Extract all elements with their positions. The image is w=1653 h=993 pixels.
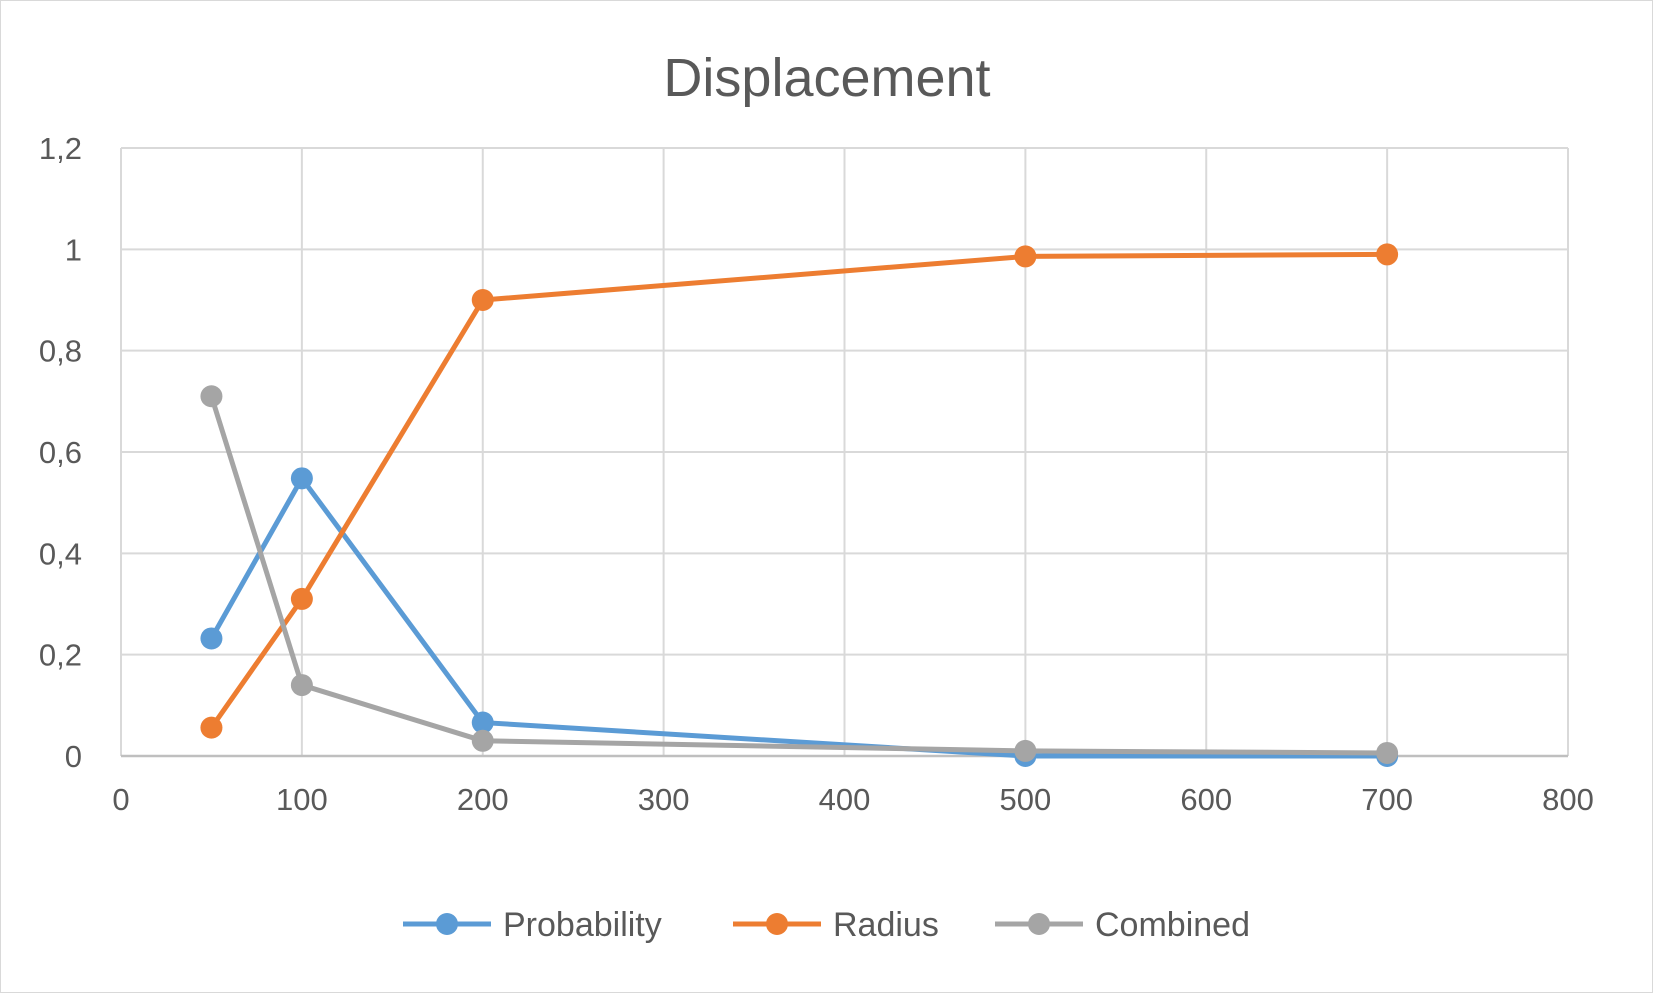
data-point-combined xyxy=(471,729,494,752)
y-tick-label: 0,6 xyxy=(39,435,82,470)
x-tick-label: 200 xyxy=(457,782,509,817)
y-tick-label: 1 xyxy=(65,232,82,267)
legend-item-probability: Probability xyxy=(403,906,662,944)
x-tick-label: 600 xyxy=(1180,782,1232,817)
x-tick-label: 400 xyxy=(819,782,871,817)
legend-item-combined: Combined xyxy=(995,906,1250,944)
y-tick-label: 0,4 xyxy=(39,536,82,571)
y-tick-label: 1,2 xyxy=(39,131,82,166)
x-tick-label: 800 xyxy=(1542,782,1594,817)
data-point-radius xyxy=(1014,245,1037,268)
x-axis-ticks: 0 100 200 300 400 500 600 700 800 xyxy=(112,782,1593,817)
data-point-combined xyxy=(1014,739,1037,762)
x-tick-label: 500 xyxy=(1000,782,1052,817)
series-line-probability xyxy=(208,475,1390,759)
gridlines xyxy=(120,147,1569,758)
data-point-radius xyxy=(290,587,313,610)
legend-label: Probability xyxy=(503,906,662,944)
data-point-probability xyxy=(200,627,223,650)
series-combined xyxy=(200,385,1399,764)
data-point-combined xyxy=(290,674,313,697)
x-tick-label: 0 xyxy=(112,782,129,817)
x-tick-label: 100 xyxy=(276,782,328,817)
data-point-radius xyxy=(1376,243,1399,266)
series-line-combined xyxy=(208,393,1390,756)
series-line-radius xyxy=(208,251,1390,731)
series-layer xyxy=(200,243,1399,767)
data-point-probability xyxy=(471,711,494,734)
data-point-radius xyxy=(471,289,494,311)
x-tick-label: 700 xyxy=(1361,782,1413,817)
y-tick-label: 0,8 xyxy=(39,334,82,369)
data-point-radius xyxy=(200,716,223,739)
data-point-probability xyxy=(290,467,313,490)
chart-title: Displacement xyxy=(663,48,990,108)
legend-swatch-marker xyxy=(1028,913,1050,935)
legend-item-radius: Radius xyxy=(733,906,939,944)
legend: Probability Radius Combined xyxy=(403,906,1250,944)
legend-label: Radius xyxy=(833,906,939,944)
series-radius xyxy=(200,243,1399,739)
data-point-combined xyxy=(1376,741,1399,764)
y-axis-ticks: 0 0,2 0,4 0,6 0,8 1 1,2 xyxy=(39,131,82,774)
data-point-combined xyxy=(200,385,223,408)
x-tick-label: 300 xyxy=(638,782,690,817)
y-tick-label: 0 xyxy=(65,739,82,774)
legend-swatch-marker xyxy=(766,913,788,935)
legend-label: Combined xyxy=(1095,906,1250,944)
series-probability xyxy=(200,467,1399,767)
y-tick-label: 0,2 xyxy=(39,638,82,673)
legend-swatch-marker xyxy=(436,913,458,935)
